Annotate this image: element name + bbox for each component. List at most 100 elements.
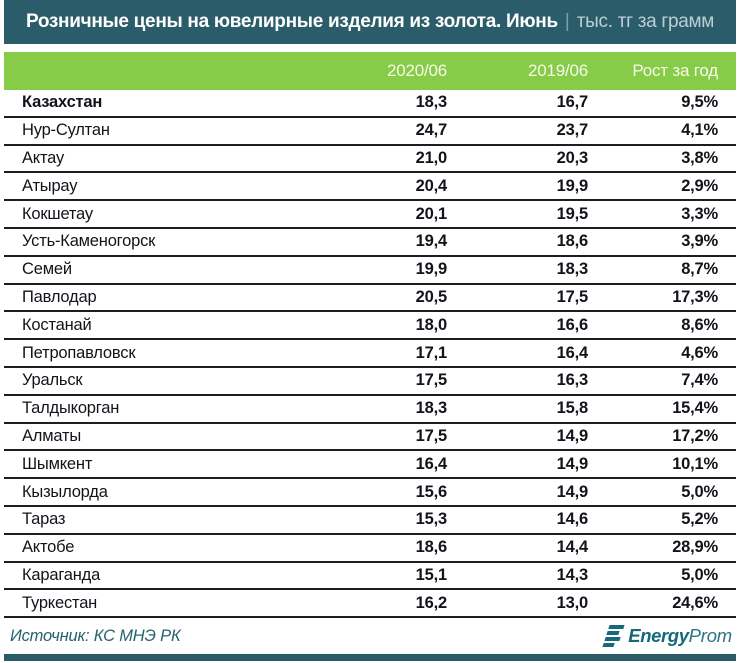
source-label: Источник: КС МНЭ РК (10, 626, 181, 645)
region-cell: Кызылорда (4, 478, 289, 507)
value-2020-cell: 16,2 (289, 589, 447, 619)
region-cell: Семей (4, 255, 289, 285)
table-header-row: 2020/06 2019/06 Рост за год (4, 52, 736, 90)
value-2019-cell: 14,4 (447, 533, 588, 563)
title-unit-label: тыс. тг за грамм (576, 11, 715, 32)
table-row: Усть-Каменогорск 19,4 18,6 3,9% (4, 227, 736, 257)
value-2019-cell: 18,3 (447, 255, 588, 285)
region-cell: Тараз (4, 505, 289, 535)
value-2019-cell: 17,5 (447, 283, 588, 313)
growth-cell: 15,4% (588, 394, 736, 424)
footer: Источник: КС МНЭ РК Energy Prom (10, 620, 732, 652)
region-cell: Павлодар (4, 283, 289, 313)
table-row: Кызылорда 15,6 14,9 5,0% (4, 478, 736, 507)
table-row: Уральск 17,5 16,3 7,4% (4, 366, 736, 396)
table-row: Талдыкорган 18,3 15,8 15,4% (4, 394, 736, 424)
title-bar: Розничные цены на ювелирные изделия из з… (4, 0, 736, 44)
title-separator: | (564, 11, 570, 32)
value-2019-cell: 16,7 (447, 90, 588, 118)
value-2019-cell: 20,3 (447, 144, 588, 174)
value-2019-cell: 18,6 (447, 227, 588, 257)
value-2019-cell: 16,6 (447, 311, 588, 341)
value-2019-cell: 19,9 (447, 172, 588, 202)
region-cell: Атырау (4, 172, 289, 202)
value-2019-cell: 16,3 (447, 366, 588, 396)
value-2020-cell: 20,1 (289, 200, 447, 229)
value-2020-cell: 15,3 (289, 505, 447, 535)
growth-cell: 4,1% (588, 116, 736, 146)
value-2020-cell: 18,0 (289, 311, 447, 341)
growth-cell: 24,6% (588, 589, 736, 619)
value-2019-cell: 13,0 (447, 589, 588, 619)
region-cell: Костанай (4, 311, 289, 341)
value-2019-cell: 14,3 (447, 561, 588, 591)
table-row: Актау 21,0 20,3 3,8% (4, 144, 736, 174)
growth-cell: 3,9% (588, 227, 736, 257)
value-2019-cell: 19,5 (447, 200, 588, 229)
value-2019-cell: 14,6 (447, 505, 588, 535)
value-2020-cell: 17,1 (289, 339, 447, 368)
value-2020-cell: 20,5 (289, 283, 447, 313)
growth-cell: 3,8% (588, 144, 736, 174)
bottom-accent-bar (4, 654, 736, 661)
value-2019-cell: 16,4 (447, 339, 588, 368)
region-cell: Туркестан (4, 589, 289, 619)
value-2020-cell: 15,1 (289, 561, 447, 591)
table-body: Казахстан 18,3 16,7 9,5% Нур-Султан 24,7 23,7 4… (4, 90, 736, 619)
growth-cell: 4,6% (588, 339, 736, 368)
growth-cell: 5,0% (588, 561, 736, 591)
growth-cell: 17,2% (588, 422, 736, 452)
growth-cell: 8,6% (588, 311, 736, 341)
region-cell: Шымкент (4, 450, 289, 480)
table-row: Туркестан 16,2 13,0 24,6% (4, 589, 736, 619)
region-cell: Нур-Султан (4, 116, 289, 146)
region-cell: Актобе (4, 533, 289, 563)
growth-cell: 7,4% (588, 366, 736, 396)
growth-cell: 9,5% (588, 90, 736, 118)
region-cell: Усть-Каменогорск (4, 227, 289, 257)
brand-name-bold: Energy (628, 625, 689, 646)
value-2019-cell: 14,9 (447, 450, 588, 480)
table-row: Алматы 17,5 14,9 17,2% (4, 422, 736, 452)
price-table: 2020/06 2019/06 Рост за год Казахстан 18,… (4, 52, 736, 619)
region-cell: Петропавловск (4, 339, 289, 368)
value-2020-cell: 19,9 (289, 255, 447, 285)
value-2019-cell: 15,8 (447, 394, 588, 424)
page-title: Розничные цены на ювелирные изделия из з… (25, 11, 558, 32)
growth-cell: 28,9% (588, 533, 736, 563)
growth-cell: 10,1% (588, 450, 736, 480)
table-row: Семей 19,9 18,3 8,7% (4, 255, 736, 285)
value-2020-cell: 16,4 (289, 450, 447, 480)
value-2019-cell: 14,9 (447, 478, 588, 507)
col-header-2019-06: 2019/06 (527, 61, 588, 80)
growth-cell: 5,0% (588, 478, 736, 507)
value-2020-cell: 15,6 (289, 478, 447, 507)
table-row: Тараз 15,3 14,6 5,2% (4, 505, 736, 535)
col-header-region (4, 52, 289, 90)
region-cell: Уральск (4, 366, 289, 396)
value-2020-cell: 18,6 (289, 533, 447, 563)
value-2020-cell: 18,3 (289, 90, 447, 118)
growth-cell: 5,2% (588, 505, 736, 535)
value-2020-cell: 17,5 (289, 366, 447, 396)
value-2019-cell: 23,7 (447, 116, 588, 146)
value-2019-cell: 14,9 (447, 422, 588, 452)
value-2020-cell: 20,4 (289, 172, 447, 202)
table-row: Нур-Султан 24,7 23,7 4,1% (4, 116, 736, 146)
col-header-growth: Рост за год (632, 61, 718, 80)
table-row: Караганда 15,1 14,3 5,0% (4, 561, 736, 591)
growth-cell: 8,7% (588, 255, 736, 285)
growth-cell: 3,3% (588, 200, 736, 229)
growth-cell: 17,3% (588, 283, 736, 313)
region-cell: Алматы (4, 422, 289, 452)
value-2020-cell: 24,7 (289, 116, 447, 146)
value-2020-cell: 18,3 (289, 394, 447, 424)
energyprom-logo: Energy Prom (602, 625, 732, 647)
table-row: Кокшетау 20,1 19,5 3,3% (4, 200, 736, 229)
col-header-2020-06: 2020/06 (386, 61, 447, 80)
region-cell: Казахстан (4, 90, 289, 118)
region-cell: Актау (4, 144, 289, 174)
table-row: Атырау 20,4 19,9 2,9% (4, 172, 736, 202)
table-row: Петропавловск 17,1 16,4 4,6% (4, 339, 736, 368)
